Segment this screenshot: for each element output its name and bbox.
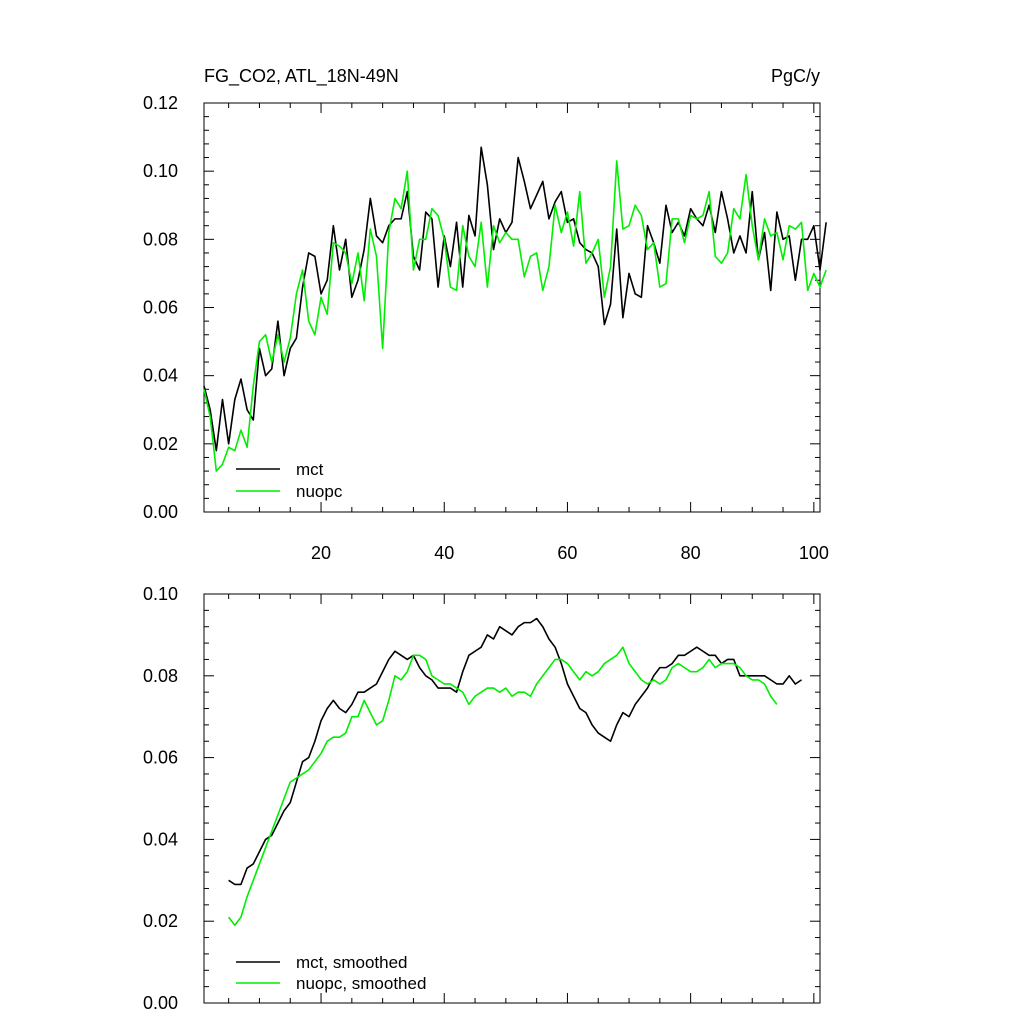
x-tick-label: 40	[434, 543, 454, 563]
y-tick-label: 0.02	[143, 434, 178, 454]
bottom-legend: mct, smoothed nuopc, smoothed	[236, 953, 426, 993]
y-tick-label: 0.00	[143, 502, 178, 522]
y-tick-label: 0.02	[143, 911, 178, 931]
top-x-axis: 20 40 60 80 100	[228, 103, 829, 563]
chart-units: PgC/y	[771, 66, 820, 86]
top-legend: mct nuopc	[236, 460, 343, 501]
legend-label: nuopc	[296, 482, 343, 501]
top-series-nuopc	[203, 160, 827, 472]
chart-title: FG_CO2, ATL_18N-49N	[204, 66, 399, 87]
y-tick-label: 0.10	[143, 161, 178, 181]
x-tick-label: 100	[799, 543, 829, 563]
y-tick-label: 0.06	[143, 748, 178, 768]
bottom-x-axis	[228, 594, 815, 1003]
bottom-y-axis: 0.00 0.02 0.04 0.06 0.08 0.10	[143, 584, 820, 1013]
bottom-series-nuopc-smoothed	[228, 646, 778, 927]
y-tick-label: 0.08	[143, 666, 178, 686]
x-tick-label: 60	[557, 543, 577, 563]
y-tick-label: 0.00	[143, 993, 178, 1013]
y-tick-label: 0.12	[143, 93, 178, 113]
y-tick-label: 0.04	[143, 829, 178, 849]
x-tick-label: 80	[681, 543, 701, 563]
bottom-panel: 0.00 0.02 0.04 0.06 0.08 0.10 mct, smoothed nuo…	[143, 584, 821, 1013]
y-tick-label: 0.08	[143, 229, 178, 249]
y-tick-label: 0.10	[143, 584, 178, 604]
top-panel: 0.00 0.02 0.04 0.06 0.08 0.10 0.12 20 40 60 80 100 m…	[143, 93, 829, 563]
bottom-series-mct-smoothed	[228, 617, 802, 886]
top-plot-frame	[203, 102, 821, 513]
legend-label: nuopc, smoothed	[296, 974, 426, 993]
legend-label: mct	[296, 460, 324, 479]
top-series-mct	[203, 146, 827, 452]
y-tick-label: 0.06	[143, 298, 178, 318]
y-tick-label: 0.04	[143, 366, 178, 386]
bottom-plot-frame	[203, 593, 821, 1004]
legend-label: mct, smoothed	[296, 953, 408, 972]
x-tick-label: 20	[311, 543, 331, 563]
top-y-axis: 0.00 0.02 0.04 0.06 0.08 0.10 0.12	[143, 93, 820, 522]
